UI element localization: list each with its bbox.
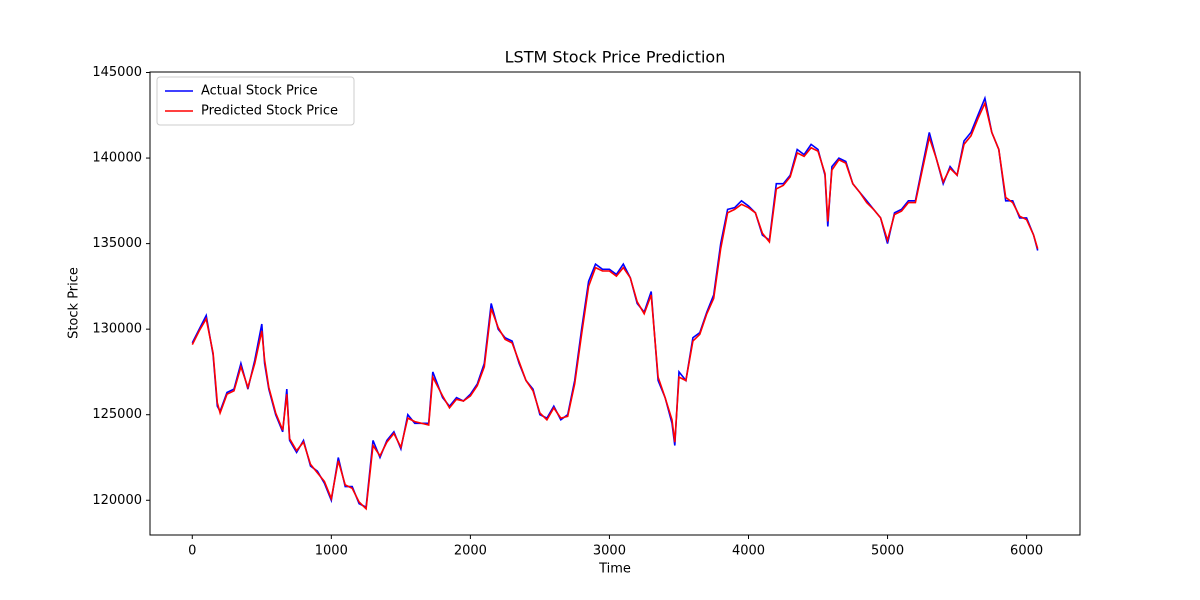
x-tick-label: 0 [188, 544, 196, 559]
y-tick-label: 135000 [92, 236, 142, 251]
series-line [191, 100, 1039, 511]
x-tick-label: 5000 [871, 544, 904, 559]
plot-frame [149, 71, 1081, 536]
x-tick-label: 2000 [454, 544, 487, 559]
x-tick-label: 4000 [732, 544, 765, 559]
x-axis-label: Time [598, 562, 631, 577]
y-tick-label: 145000 [92, 65, 142, 80]
x-tick-label: 3000 [593, 544, 626, 559]
legend-label: Actual Stock Price [201, 84, 318, 99]
chart-title: LSTM Stock Price Prediction [505, 48, 726, 67]
legend-label: Predicted Stock Price [201, 104, 338, 119]
x-tick-label: 6000 [1010, 544, 1043, 559]
y-tick-label: 120000 [92, 493, 142, 508]
series-line [191, 95, 1039, 509]
y-tick-label: 130000 [92, 322, 142, 337]
legend-box [156, 76, 355, 126]
x-tick-label: 1000 [315, 544, 348, 559]
y-axis-label: Stock Price [67, 267, 82, 339]
y-tick-label: 125000 [92, 407, 142, 422]
y-tick-label: 140000 [92, 151, 142, 166]
